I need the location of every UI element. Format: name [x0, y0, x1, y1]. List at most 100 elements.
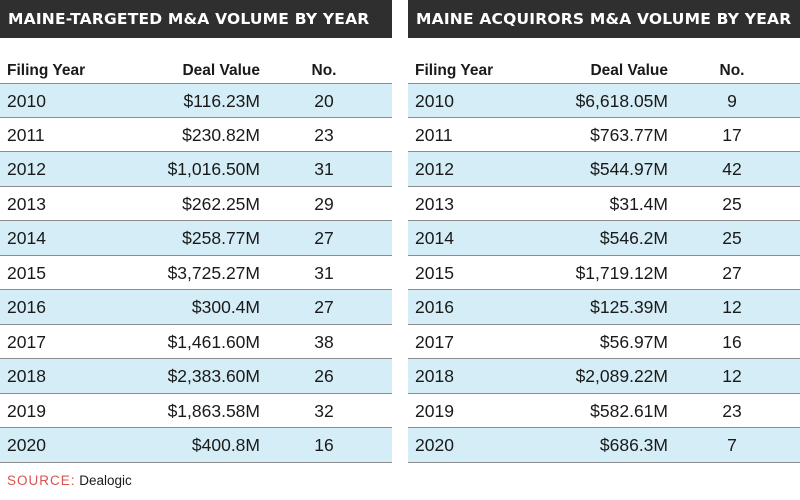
- cell-deal-value: $546.2M: [599, 228, 668, 248]
- table-row: 2020 $686.3M 7: [408, 428, 800, 463]
- cell-deal-value: $2,089.22M: [575, 366, 668, 386]
- cell-year: 2012: [415, 159, 454, 179]
- table-body: 2010 $6,618.05M 9 2011 $763.77M 17 2012 $544.97…: [408, 83, 800, 463]
- table-row: 2016 $300.4M 27: [0, 290, 392, 325]
- cell-deal-value: $56.97M: [599, 331, 668, 352]
- cell-count: 32: [314, 400, 334, 421]
- cell-deal-value: $262.25M: [182, 193, 260, 214]
- cell-year: 2019: [415, 400, 454, 421]
- cell-count: 25: [722, 228, 742, 248]
- source-text: Dealogic: [79, 473, 132, 488]
- table-row: 2010 $6,618.05M 9: [408, 83, 800, 118]
- cell-deal-value: $230.82M: [182, 124, 260, 145]
- cell-year: 2015: [415, 262, 454, 283]
- table-row: 2017 $56.97M 16: [408, 325, 800, 359]
- cell-deal-value: $6,618.05M: [575, 91, 668, 111]
- cell-count: 12: [722, 297, 742, 317]
- cell-deal-value: $1,016.50M: [167, 159, 260, 179]
- table-row: 2019 $1,863.58M 32: [0, 394, 392, 428]
- table-row: 2012 $544.97M 42: [408, 152, 800, 187]
- cell-year: 2011: [415, 124, 453, 145]
- table-row: 2012 $1,016.50M 31: [0, 152, 392, 187]
- table-row: 2018 $2,089.22M 12: [408, 359, 800, 394]
- cell-count: 25: [722, 193, 742, 214]
- cell-deal-value: $258.77M: [182, 228, 260, 248]
- cell-year: 2017: [7, 331, 46, 352]
- cell-count: 20: [314, 91, 334, 111]
- table-row: 2016 $125.39M 12: [408, 290, 800, 325]
- cell-count: 42: [722, 159, 742, 179]
- cell-deal-value: $1,863.58M: [167, 400, 260, 421]
- cell-year: 2020: [415, 435, 454, 455]
- cell-deal-value: $31.4M: [609, 193, 668, 214]
- cell-count: 26: [314, 366, 334, 386]
- table-row: 2018 $2,383.60M 26: [0, 359, 392, 394]
- table-row: 2019 $582.61M 23: [408, 394, 800, 428]
- cell-deal-value: $2,383.60M: [167, 366, 260, 386]
- cell-year: 2016: [415, 297, 454, 317]
- cell-deal-value: $3,725.27M: [167, 262, 260, 283]
- table-row: 2013 $262.25M 29: [0, 187, 392, 221]
- cell-deal-value: $116.23M: [183, 91, 260, 111]
- cell-year: 2020: [7, 435, 46, 455]
- cell-year: 2014: [7, 228, 46, 248]
- cell-year: 2013: [415, 193, 454, 214]
- cell-deal-value: $582.61M: [590, 400, 668, 421]
- table-row: 2015 $1,719.12M 27: [408, 256, 800, 290]
- cell-year: 2010: [415, 91, 454, 111]
- column-header-count: No.: [719, 62, 745, 79]
- cell-count: 12: [722, 366, 742, 386]
- table-row: 2014 $546.2M 25: [408, 221, 800, 256]
- cell-deal-value: $125.39M: [590, 297, 668, 317]
- cell-year: 2010: [7, 91, 46, 111]
- cell-count: 27: [314, 297, 334, 317]
- cell-deal-value: $400.8M: [191, 435, 260, 455]
- cell-deal-value: $300.4M: [191, 297, 260, 317]
- table-body: 2010 $116.23M 20 2011 $230.82M 23 2012 $1,016.5…: [0, 83, 392, 463]
- cell-count: 27: [722, 262, 742, 283]
- table-row: 2020 $400.8M 16: [0, 428, 392, 463]
- table-row: 2014 $258.77M 27: [0, 221, 392, 256]
- source-label: SOURCE:: [7, 473, 76, 488]
- cell-count: 9: [727, 91, 737, 111]
- cell-year: 2015: [7, 262, 46, 283]
- table-row: 2010 $116.23M 20: [0, 83, 392, 118]
- table-title: MAINE ACQUIRORS M&A VOLUME BY YEAR: [408, 0, 800, 38]
- cell-count: 16: [722, 331, 742, 352]
- cell-count: 23: [314, 124, 334, 145]
- column-header-year: Filing Year: [415, 62, 494, 79]
- cell-year: 2011: [7, 124, 45, 145]
- cell-count: 16: [314, 435, 334, 455]
- table-row: 2017 $1,461.60M 38: [0, 325, 392, 359]
- cell-deal-value: $686.3M: [599, 435, 668, 455]
- cell-count: 29: [314, 193, 334, 214]
- cell-year: 2014: [415, 228, 454, 248]
- column-header-value: Deal Value: [182, 62, 260, 79]
- cell-count: 27: [314, 228, 334, 248]
- header-row: Filing Year Deal Value No.: [0, 58, 392, 83]
- table-row: 2011 $763.77M 17: [408, 118, 800, 152]
- cell-year: 2016: [7, 297, 46, 317]
- cell-count: 7: [727, 435, 737, 455]
- cell-count: 38: [314, 331, 334, 352]
- cell-deal-value: $763.77M: [590, 124, 668, 145]
- cell-count: 31: [314, 262, 334, 283]
- column-header-value: Deal Value: [590, 62, 668, 79]
- table-row: 2013 $31.4M 25: [408, 187, 800, 221]
- cell-count: 31: [314, 159, 334, 179]
- header-row: Filing Year Deal Value No.: [408, 58, 800, 83]
- column-header-count: No.: [311, 62, 337, 79]
- cell-year: 2013: [7, 193, 46, 214]
- table-row: 2011 $230.82M 23: [0, 118, 392, 152]
- cell-year: 2018: [7, 366, 46, 386]
- cell-year: 2018: [415, 366, 454, 386]
- source-note: SOURCE: Dealogic: [7, 473, 132, 488]
- cell-year: 2017: [415, 331, 454, 352]
- column-header-year: Filing Year: [7, 62, 86, 79]
- cell-year: 2019: [7, 400, 46, 421]
- cell-deal-value: $544.97M: [590, 159, 668, 179]
- cell-count: 23: [722, 400, 742, 421]
- cell-count: 17: [722, 124, 742, 145]
- table-panel-acquirors: MAINE ACQUIRORS M&A VOLUME BY YEAR Filin…: [408, 0, 800, 463]
- table-row: 2015 $3,725.27M 31: [0, 256, 392, 290]
